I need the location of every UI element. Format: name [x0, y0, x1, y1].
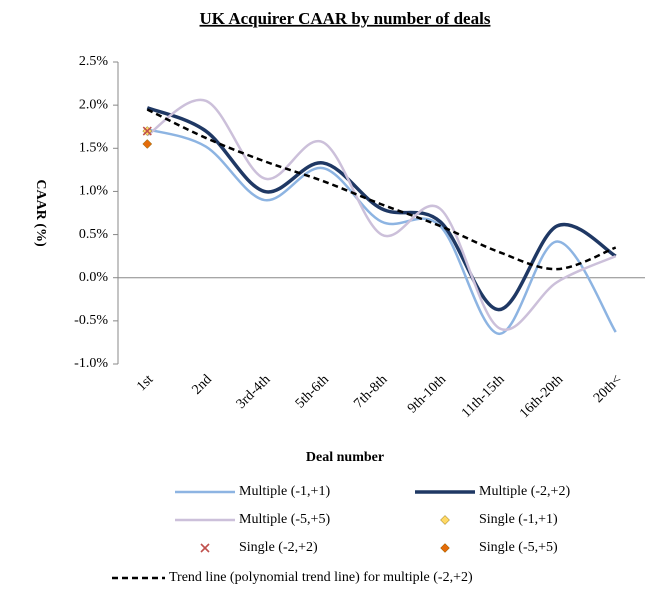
y-axis-title: CAAR (%): [33, 179, 48, 247]
y-tick-label: 0.0%: [79, 270, 109, 285]
x-tick-label: 3rd-4th: [234, 372, 274, 412]
marker-stroke: [142, 126, 152, 136]
legend-swatch: [200, 543, 210, 553]
legend-label: Multiple (-5,+5): [239, 512, 330, 527]
legend-label: Single (-1,+1): [479, 512, 558, 527]
x-tick-label: 7th-8th: [351, 372, 390, 411]
legend-label: Trend line (polynomial trend line) for m…: [169, 570, 473, 585]
data-marker: [142, 139, 153, 149]
x-tick-label: 5th-6th: [293, 372, 332, 411]
legend-swatch: [440, 515, 450, 525]
legend-label: Multiple (-2,+2): [479, 484, 570, 499]
x-tick-label: 1st: [134, 372, 156, 394]
y-tick-label: 2.5%: [79, 54, 109, 69]
series-line: [146, 108, 617, 271]
data-marker: [142, 126, 152, 136]
x-axis-title: Deal number: [306, 450, 384, 465]
chart-title: UK Acquirer CAAR by number of deals: [200, 9, 491, 28]
y-tick-label: 2.0%: [79, 97, 109, 112]
x-tick-label: 9th-10th: [405, 372, 449, 416]
y-tick-label: 0.5%: [79, 227, 109, 242]
y-tick-label: -0.5%: [74, 313, 108, 328]
legend-label: Single (-5,+5): [479, 540, 558, 555]
marker-stroke: [200, 543, 210, 553]
y-tick-label: 1.5%: [79, 141, 109, 156]
legend-label: Single (-2,+2): [239, 540, 318, 555]
x-tick-label: 2nd: [189, 372, 214, 397]
legend-swatch: [440, 543, 450, 553]
legend-label: Multiple (-1,+1): [239, 484, 330, 499]
series-line: [146, 128, 617, 336]
x-tick-label: 20th<: [591, 372, 625, 406]
series-line: [146, 98, 617, 332]
y-tick-label: -1.0%: [74, 356, 108, 371]
y-tick-label: 1.0%: [79, 184, 109, 199]
series-line: [146, 106, 617, 312]
x-tick-label: 11th-15th: [459, 372, 508, 421]
x-tick-label: 16th-20th: [517, 372, 566, 421]
